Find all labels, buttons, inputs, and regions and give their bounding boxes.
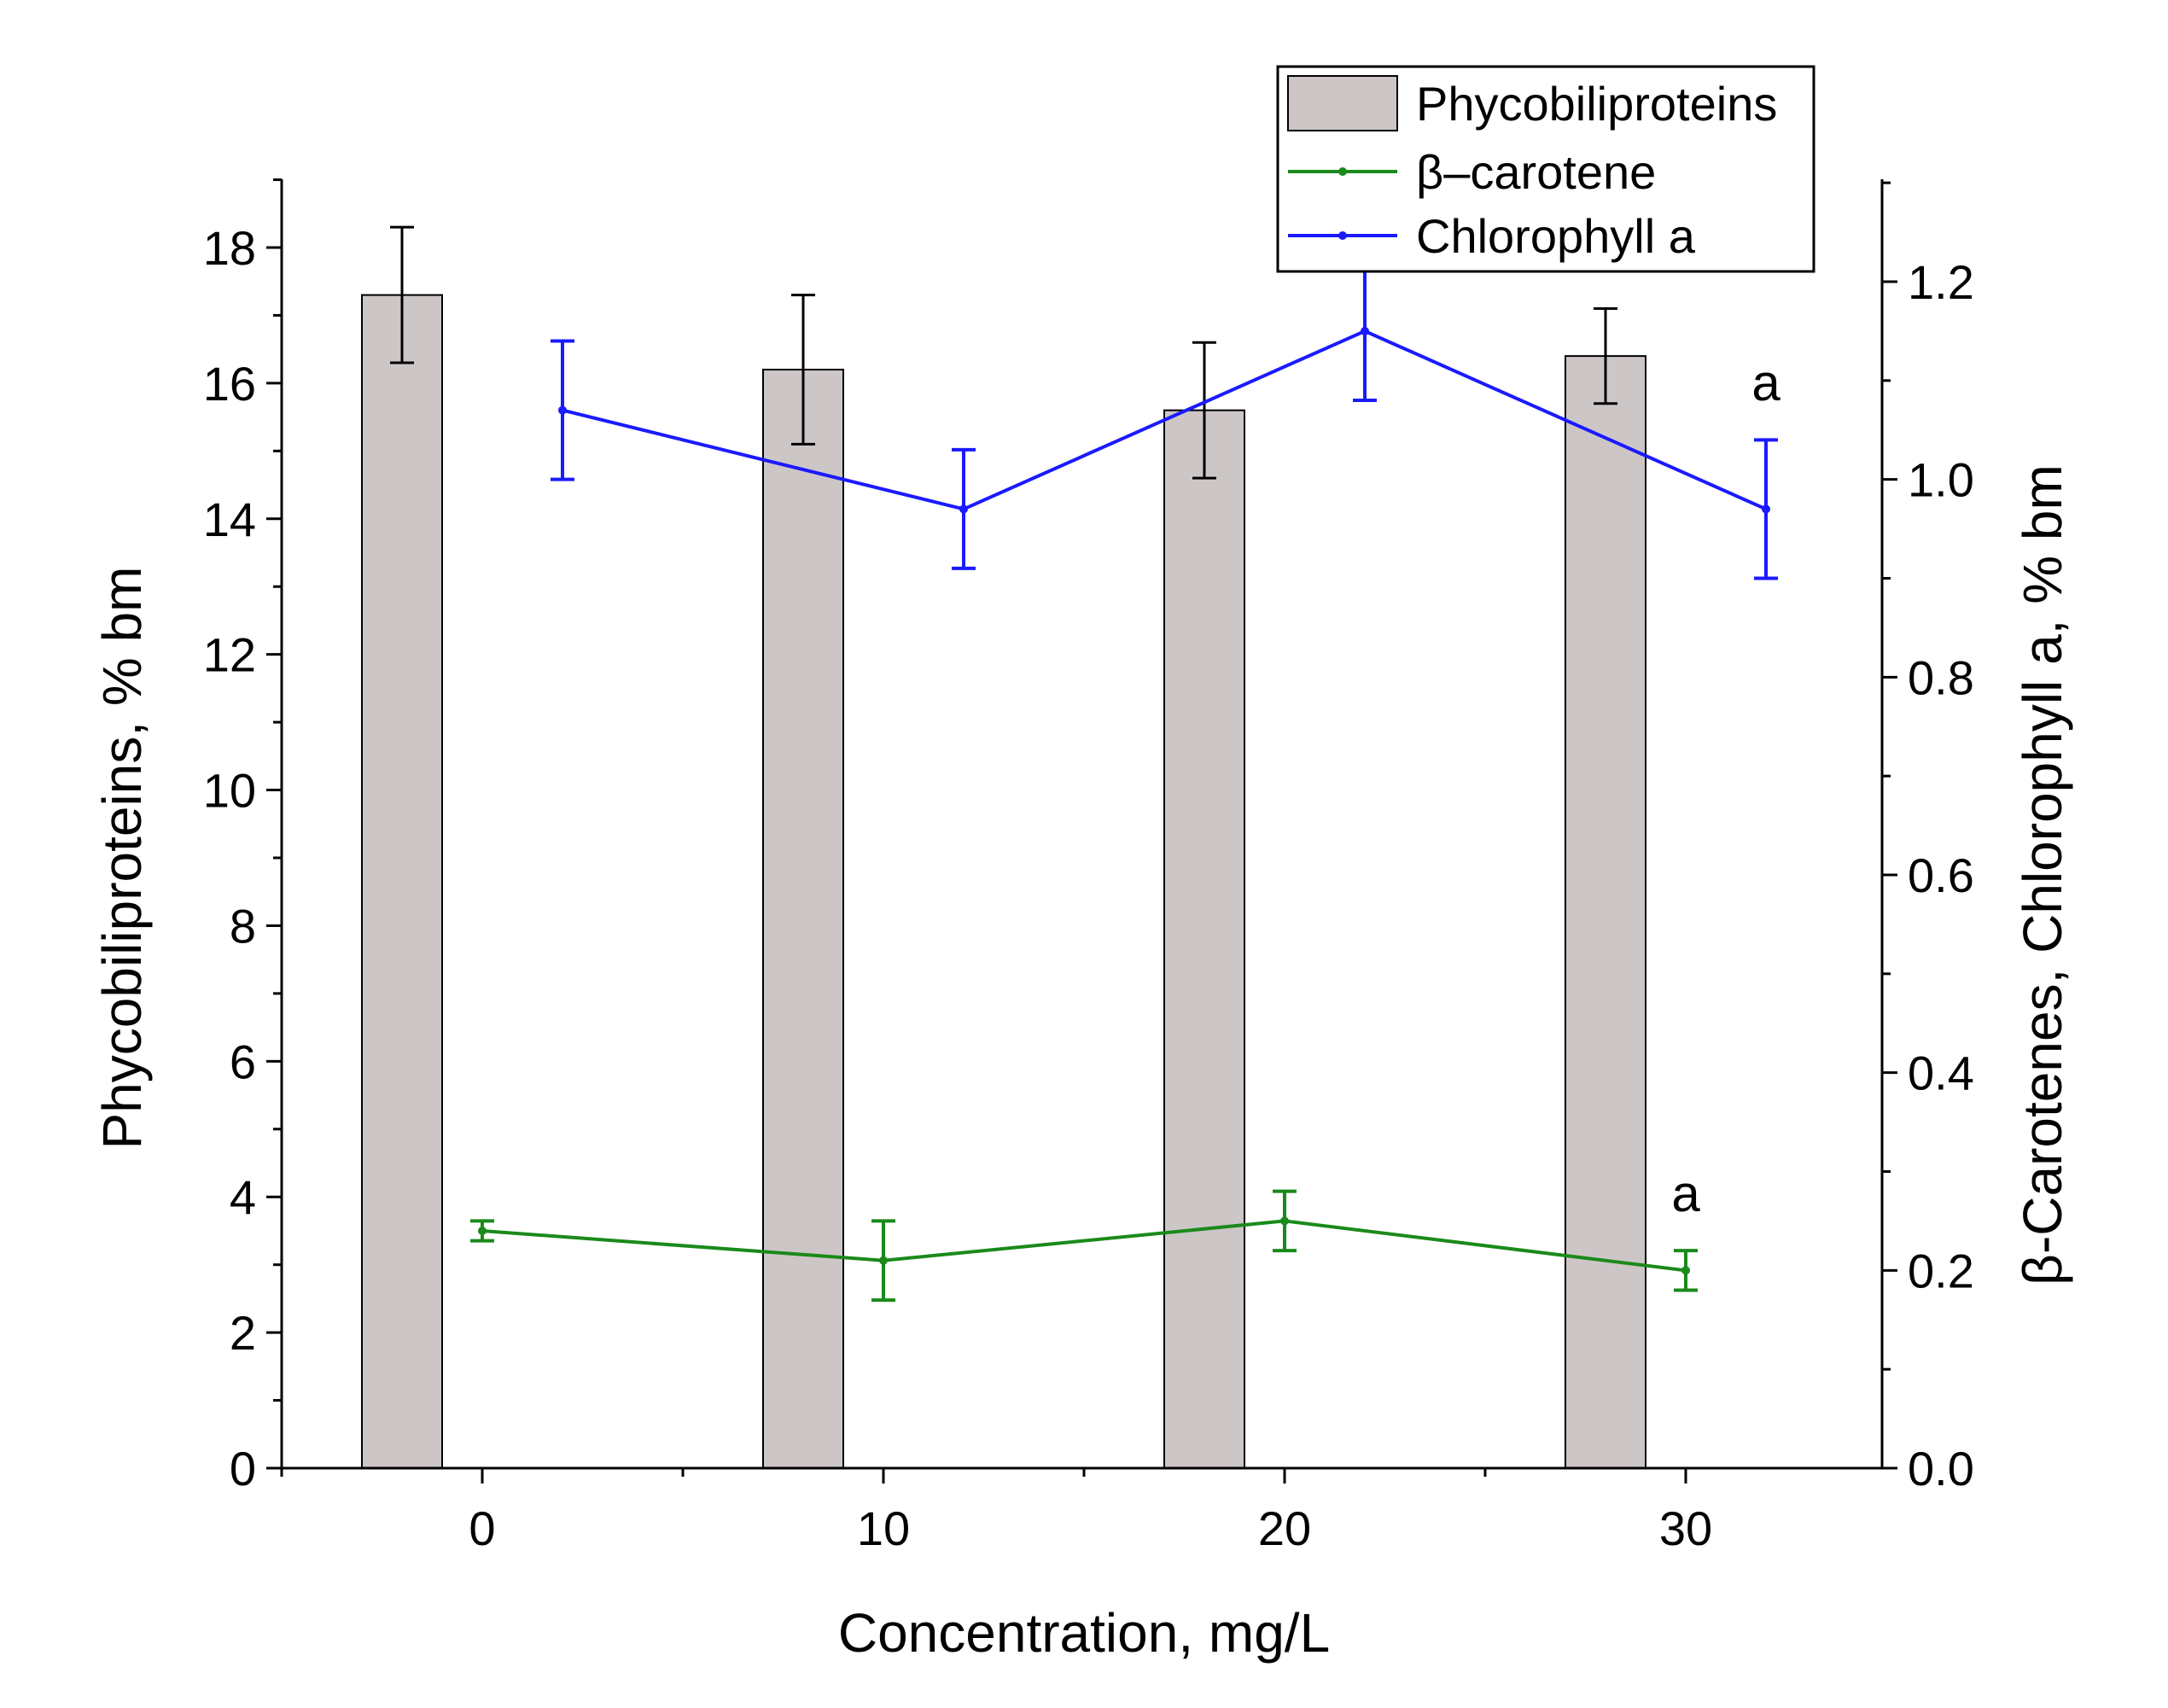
significance-label: a [1751, 354, 1780, 411]
x-tick-label: 10 [857, 1501, 910, 1555]
data-point-beta-carotene [478, 1227, 487, 1235]
y-right-axis-title: β-Carotenes, Chlorophyll a, % bm [2012, 464, 2073, 1285]
bar-phycobiliproteins [1565, 355, 1646, 1470]
data-point-chlorophyll-a [1361, 326, 1369, 335]
bar-phycobiliproteins [361, 294, 443, 1470]
y-left-tick-label: 6 [230, 1035, 256, 1088]
x-tick-label: 20 [1258, 1501, 1311, 1555]
legend-label: Phycobiliproteins [1416, 77, 1777, 131]
significance-label: a [1671, 1165, 1700, 1222]
legend: Phycobiliproteins β–carotene Chlorophyll a [1276, 65, 1815, 273]
data-point-beta-carotene [879, 1256, 888, 1265]
bar-phycobiliproteins [1163, 409, 1245, 1470]
y-right-tick-label: 0.6 [1908, 848, 1974, 902]
axes-layer: 0 2 4 6 8 10 12 14 16 18 0.0 0.2 0.4 0.6 0.8 1.0 1.2 0 10 2… [91, 178, 2073, 1664]
data-point-chlorophyll-a [959, 504, 968, 514]
line-layer [470, 259, 1778, 1303]
y-left-tick-label: 18 [203, 221, 256, 275]
y-left-axis-title: Phycobiliproteins, % bm [91, 567, 153, 1150]
y-right-tick-label: 0.4 [1908, 1046, 1974, 1100]
legend-swatch-marker [1338, 167, 1347, 176]
legend-swatch-marker [1338, 231, 1347, 240]
y-right-tick-label: 1.0 [1908, 453, 1974, 507]
y-left-tick-label: 16 [203, 357, 256, 411]
y-left-tick-label: 0 [230, 1442, 256, 1495]
y-left-tick-label: 14 [203, 493, 256, 546]
data-point-beta-carotene [1681, 1266, 1690, 1275]
data-point-chlorophyll-a [558, 405, 567, 415]
data-point-beta-carotene [1280, 1216, 1289, 1226]
legend-label: β–carotene [1416, 145, 1656, 199]
bar-phycobiliproteins [762, 369, 844, 1469]
x-tick-label: 30 [1659, 1501, 1712, 1555]
legend-label: Chlorophyll a [1416, 209, 1696, 263]
data-point-chlorophyll-a [1762, 504, 1770, 514]
series-line-beta-carotene [481, 1219, 1687, 1273]
legend-swatch-bar [1287, 75, 1398, 131]
series-line-chlorophyll-a [562, 329, 1767, 511]
annotation-layer: aa [1671, 354, 1780, 1222]
x-tick-label: 0 [469, 1501, 495, 1555]
y-right-tick-label: 1.2 [1908, 255, 1974, 309]
x-axis-title: Concentration, mg/L [838, 1602, 1330, 1664]
y-right-tick-label: 0.2 [1908, 1244, 1974, 1297]
y-right-tick-label: 0.8 [1908, 650, 1974, 704]
y-right-tick-label: 0.0 [1908, 1442, 1974, 1495]
y-left-tick-label: 10 [203, 764, 256, 818]
bar-layer [361, 225, 1646, 1470]
y-left-tick-label: 4 [230, 1170, 256, 1224]
y-left-tick-label: 8 [230, 899, 256, 953]
y-left-tick-label: 2 [230, 1306, 256, 1360]
y-left-tick-label: 12 [203, 628, 256, 682]
